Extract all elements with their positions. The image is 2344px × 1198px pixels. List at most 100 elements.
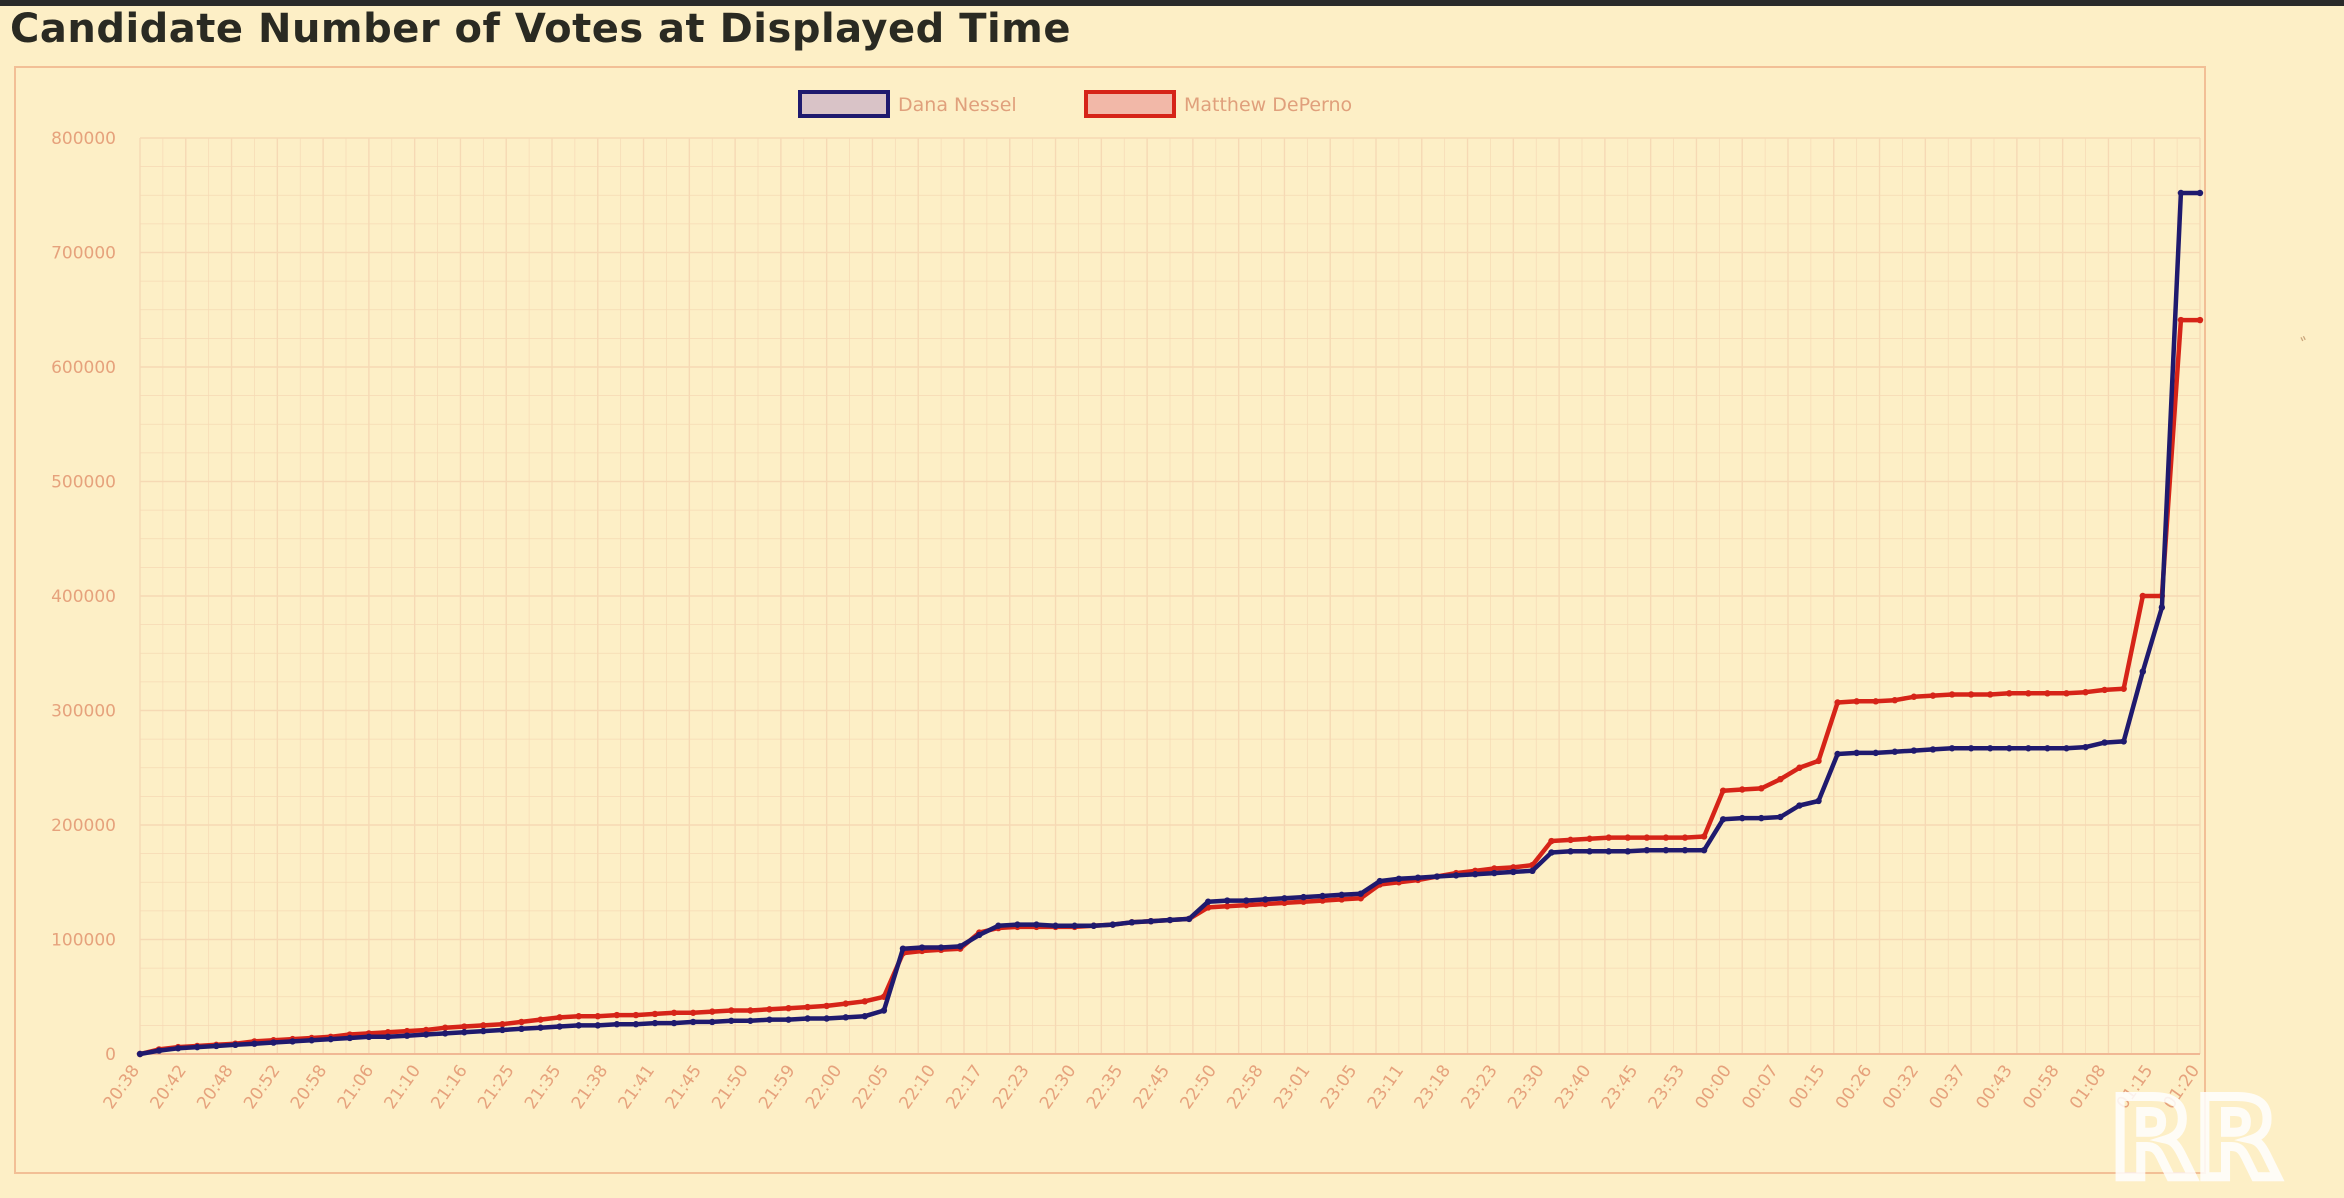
data-point	[2139, 668, 2146, 675]
data-point	[2025, 690, 2032, 697]
data-point	[1281, 899, 1288, 907]
data-point	[1853, 698, 1860, 705]
data-point	[1376, 877, 1384, 885]
x-tick-label: 21:35	[521, 1061, 565, 1113]
data-point	[1147, 917, 1155, 925]
x-tick-label: 23:53	[1645, 1061, 1689, 1113]
legend-swatch	[1084, 90, 1176, 118]
data-point	[365, 1033, 373, 1041]
data-point	[518, 1018, 525, 1026]
data-point	[1739, 814, 1746, 822]
data-point	[2158, 604, 2166, 611]
data-point	[1567, 836, 1574, 844]
data-point	[1910, 693, 1918, 700]
data-point	[194, 1043, 201, 1051]
data-point	[1204, 898, 1212, 905]
data-point	[1967, 745, 1975, 752]
x-tick-label: 00:58	[2019, 1061, 2063, 1113]
data-point	[1986, 745, 1994, 752]
data-point	[1548, 849, 1555, 856]
legend[interactable]: Dana Nessel Matthew DePerno	[798, 90, 1352, 118]
x-tick-label: 22:45	[1130, 1061, 1174, 1113]
x-tick-label: 23:23	[1457, 1061, 1501, 1113]
x-tick-label: 00:07	[1738, 1061, 1782, 1113]
data-point	[785, 1016, 792, 1023]
x-tick-label: 23:40	[1551, 1061, 1595, 1113]
data-point	[632, 1021, 640, 1028]
data-point	[1338, 891, 1345, 899]
data-point	[2196, 189, 2204, 197]
x-tick-label: 00:43	[1972, 1061, 2016, 1113]
data-point	[1815, 797, 1822, 805]
data-point	[1948, 745, 1956, 752]
data-point	[1224, 897, 1231, 904]
data-point	[842, 1000, 849, 1007]
data-point	[804, 1003, 811, 1011]
x-tick-label: 22:10	[896, 1061, 940, 1113]
y-tick-label: 800000	[51, 129, 116, 149]
data-point	[1433, 873, 1441, 880]
x-tick-label: 22:17	[942, 1061, 986, 1113]
data-point	[1796, 764, 1803, 771]
data-point	[441, 1030, 449, 1037]
data-point	[1910, 747, 1918, 754]
data-point	[537, 1016, 544, 1023]
data-point	[613, 1021, 621, 1028]
data-point	[747, 1017, 754, 1024]
data-point	[1452, 872, 1460, 879]
data-point	[1624, 834, 1631, 841]
data-point	[1262, 900, 1269, 908]
data-point	[1834, 699, 1841, 706]
data-point	[1777, 813, 1784, 821]
data-point	[2025, 745, 2032, 752]
data-point	[270, 1039, 277, 1046]
data-point	[384, 1033, 392, 1041]
data-point	[2006, 745, 2013, 752]
data-point	[155, 1047, 163, 1054]
data-point	[2082, 743, 2089, 751]
data-point	[2063, 690, 2070, 697]
data-point	[1643, 846, 1651, 854]
legend-item[interactable]: Dana Nessel	[798, 90, 1017, 118]
data-point	[1357, 890, 1364, 897]
data-point	[1491, 869, 1498, 877]
data-point	[594, 1013, 601, 1020]
watermark-logo-text: RR	[2110, 1085, 2279, 1185]
data-point	[1471, 871, 1479, 878]
data-point	[1605, 834, 1612, 841]
data-point	[670, 1009, 678, 1016]
x-tick-label: 22:23	[989, 1061, 1033, 1113]
x-tick-label: 01:08	[2066, 1061, 2110, 1113]
data-point	[461, 1023, 468, 1030]
x-tick-label: 23:18	[1411, 1061, 1455, 1113]
data-point	[1891, 696, 1899, 704]
x-tick-label: 20:52	[240, 1061, 284, 1113]
data-point	[2196, 316, 2204, 324]
x-tick-label: 22:50	[1176, 1061, 1220, 1113]
data-point	[1319, 892, 1326, 900]
data-point	[2120, 738, 2127, 745]
data-point	[2101, 739, 2108, 746]
data-point	[1052, 922, 1059, 929]
x-tick-label: 00:00	[1691, 1061, 1735, 1113]
data-point	[1071, 922, 1078, 929]
data-point	[1510, 864, 1517, 871]
data-point	[1243, 897, 1250, 904]
y-tick-label: 400000	[51, 587, 116, 607]
data-point	[499, 1026, 506, 1034]
x-tick-label: 21:59	[755, 1061, 799, 1113]
chart-panel	[14, 66, 2206, 1174]
data-point	[1357, 895, 1364, 902]
data-point	[537, 1024, 544, 1031]
data-point	[480, 1027, 487, 1035]
data-point	[556, 1014, 563, 1021]
x-tick-label: 23:30	[1504, 1061, 1548, 1113]
data-point	[1872, 698, 1879, 705]
data-point	[1796, 802, 1803, 809]
x-tick-label: 23:05	[1317, 1061, 1361, 1113]
data-point	[1395, 875, 1403, 883]
x-tick-label: 21:41	[615, 1061, 659, 1113]
legend-item[interactable]: Matthew DePerno	[1084, 90, 1352, 118]
data-point	[1758, 785, 1765, 792]
